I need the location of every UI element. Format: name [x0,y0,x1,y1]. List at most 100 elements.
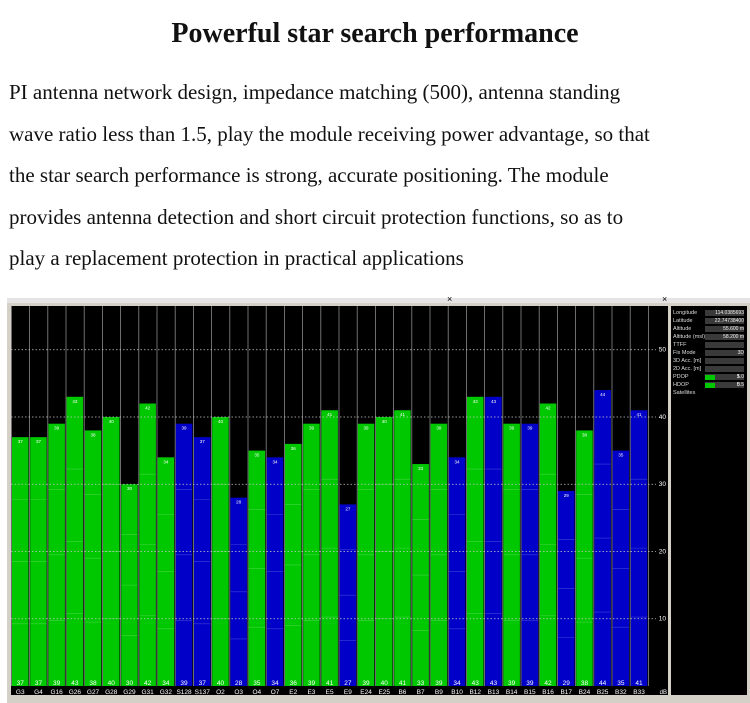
bar-top-value: 30 [127,486,133,491]
bar-top-value: 39 [309,426,315,431]
info-value: 22.74738400 [705,318,744,324]
satellite-id-label: E5 [326,689,334,695]
bar-value-label: 39 [53,680,61,687]
info-label: TTFF [673,342,687,348]
bar-value-label: 42 [544,680,552,687]
bar-value-label: 41 [326,680,334,687]
signal-bar [394,410,411,686]
signal-bar [594,390,611,686]
satellite-id-label: B10 [451,689,463,695]
bar-top-value: 35 [254,453,260,458]
satellite-id-label: B6 [398,689,406,695]
signal-bar [558,490,575,686]
bar-top-value: 29 [564,493,570,498]
description-line: PI antenna network design, impedance mat… [9,80,621,104]
info-label: Altitude [673,326,692,332]
info-value [705,342,744,348]
satellite-id-label: B9 [435,689,443,695]
signal-bar [576,430,593,686]
info-row: Latitude 22.74738400 [673,318,745,325]
signal-chart: 37 37 G3 37 37 G4 39 39 G16 43 43 G26 38 38 G27 40 40 G28… [11,306,668,695]
bar-top-value: 39 [509,426,515,431]
signal-bar [321,410,338,686]
bar-top-value: 38 [582,432,588,437]
satellite-id-label: S128 [176,689,192,695]
satellite-id-label: B24 [579,689,591,695]
bar-value-label: 38 [581,680,589,687]
bar-value-label: 41 [635,680,643,687]
bar-value-label: 38 [89,680,97,687]
window-title-bar [7,298,750,303]
info-row: Altitude (msl) 58.200 m [673,334,745,341]
signal-bar [66,396,84,686]
info-label: Fix Mode [673,350,696,356]
dop-count: 5 [737,382,740,388]
satellite-id-label: E25 [378,689,390,695]
bar-top-value: 41 [400,412,406,417]
signal-bar [630,410,648,686]
signal-bar [485,396,502,686]
info-label: PDOP [673,374,689,380]
bar-top-value: 43 [72,399,78,404]
info-row: Satellites [673,390,745,397]
satellite-id-label: E24 [360,689,372,695]
bar-top-value: 40 [218,419,224,424]
info-value [705,366,744,372]
bar-value-label: 39 [435,680,443,687]
satellite-id-label: E9 [344,689,352,695]
signal-bar [448,457,466,686]
signal-bar [412,464,429,686]
satellite-id-label: G31 [142,689,155,695]
satellite-id-label: B17 [560,689,572,695]
signal-bar [376,416,393,686]
bar-value-label: 34 [271,680,279,687]
bar-value-label: 42 [144,680,152,687]
info-value: 0.5 [705,382,744,388]
info-row: Longitude 114.0385693 [673,310,745,317]
bar-value-label: 37 [17,680,25,687]
bar-value-label: 35 [617,680,625,687]
bar-value-label: 30 [126,680,134,687]
satellite-id-label: G27 [87,689,100,695]
panel-close-icon[interactable]: × [662,294,668,304]
satellite-id-label: B15 [524,689,536,695]
bar-value-label: 43 [490,680,498,687]
satellite-id-label: B13 [488,689,500,695]
signal-bar [248,450,266,686]
satellite-id-label: G32 [160,689,173,695]
bar-top-value: 36 [291,446,297,451]
description-line: the star search performance is strong, a… [9,163,609,187]
satellite-id-label: S137 [195,689,211,695]
bar-top-value: 41 [637,412,643,417]
bar-top-value: 38 [91,432,97,437]
signal-bar [285,443,302,686]
bar-top-value: 39 [364,426,370,431]
bar-top-value: 34 [163,459,169,464]
y-tick-label: 30 [659,481,667,488]
signal-bar [103,416,120,686]
signal-bar [139,403,156,686]
satellite-id-label: O4 [253,689,262,695]
info-label: Latitude [673,318,693,324]
bar-value-label: 28 [235,680,243,687]
bar-top-value: 44 [600,392,606,397]
bar-value-label: 44 [599,680,607,687]
signal-bar [175,423,193,686]
signal-bar [230,497,247,686]
signal-bar [339,504,357,686]
bar-top-value: 40 [382,419,388,424]
bar-top-value: 43 [491,399,497,404]
info-row: Fix Mode 3D [673,350,745,357]
chart-close-icon[interactable]: × [447,294,453,304]
bar-top-value: 40 [109,419,115,424]
signal-bar [30,437,47,686]
info-row: HDOP 0.5 5 [673,382,745,389]
satellite-id-label: E3 [307,689,315,695]
bar-top-value: 35 [618,453,624,458]
signal-bar [157,457,175,686]
bar-value-label: 29 [563,680,571,687]
info-value: 114.0385693 [705,310,744,316]
signal-chart-svg: 37 37 G3 37 37 G4 39 39 G16 43 43 G26 38 38 G27 40 40 G28… [11,306,667,695]
bar-value-label: 35 [253,680,261,687]
y-tick-label: 40 [659,414,667,421]
